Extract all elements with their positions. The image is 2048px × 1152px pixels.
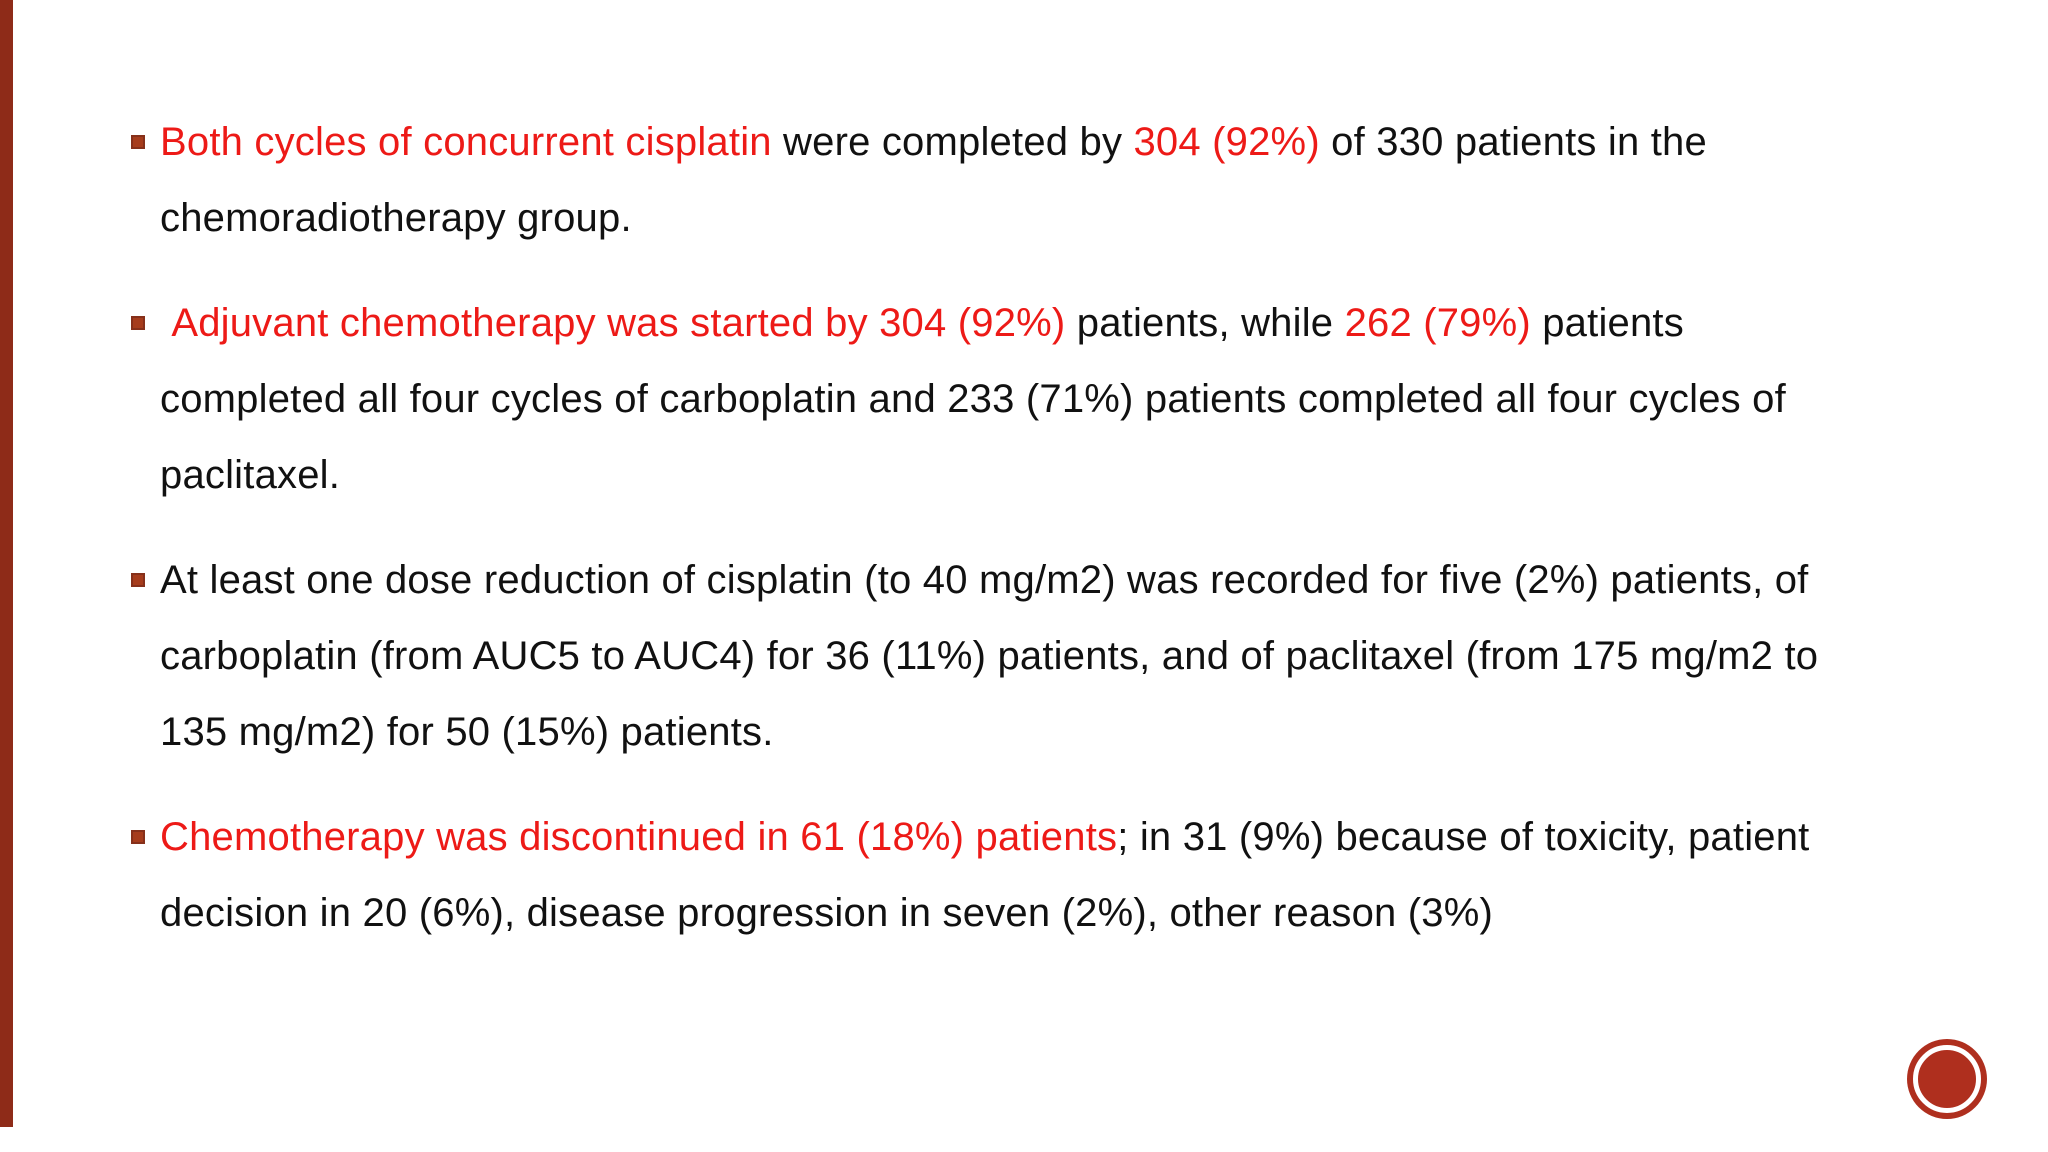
text-segment: ; in 31 (9%) because of toxicity, patien…	[160, 815, 1821, 935]
text-segment: 262 (79%)	[1344, 301, 1543, 345]
text-segment: Adjuvant chemotherapy was started by 304…	[160, 301, 1077, 345]
text-segment: were completed by	[783, 120, 1134, 164]
square-bullet-icon	[131, 316, 145, 330]
bullet-text: Adjuvant chemotherapy was started by 304…	[160, 285, 1855, 513]
bullet-text: Chemotherapy was discontinued in 61 (18%…	[160, 799, 1855, 951]
text-segment: Both cycles of concurrent cisplatin	[160, 120, 784, 164]
square-bullet-icon	[131, 135, 145, 149]
text-segment: Chemotherapy was discontinued in 61 (18%…	[160, 815, 1118, 859]
text-segment: of 330 patients in the chemoradiotherapy…	[160, 120, 1719, 240]
bullet-item: Chemotherapy was discontinued in 61 (18%…	[131, 799, 1861, 951]
bullet-text: At least one dose reduction of cisplatin…	[160, 542, 1855, 770]
text-segment: patients, while	[1076, 301, 1345, 345]
bullet-item: At least one dose reduction of cisplatin…	[131, 542, 1861, 770]
bullet-item: Adjuvant chemotherapy was started by 304…	[131, 285, 1861, 513]
square-bullet-icon	[131, 830, 145, 844]
bullet-text: Both cycles of concurrent cisplatin were…	[160, 104, 1855, 256]
square-bullet-icon	[131, 573, 145, 587]
bullet-item: Both cycles of concurrent cisplatin were…	[131, 104, 1861, 256]
text-segment: At least one dose reduction of cisplatin…	[160, 558, 1830, 754]
left-accent-bar	[0, 0, 13, 1127]
text-segment: 304 (92%)	[1133, 120, 1332, 164]
corner-circle-decoration	[1913, 1045, 1981, 1113]
text-segment: patients completed all four cycles of ca…	[160, 301, 1798, 497]
bullet-list: Both cycles of concurrent cisplatin were…	[131, 104, 1861, 980]
